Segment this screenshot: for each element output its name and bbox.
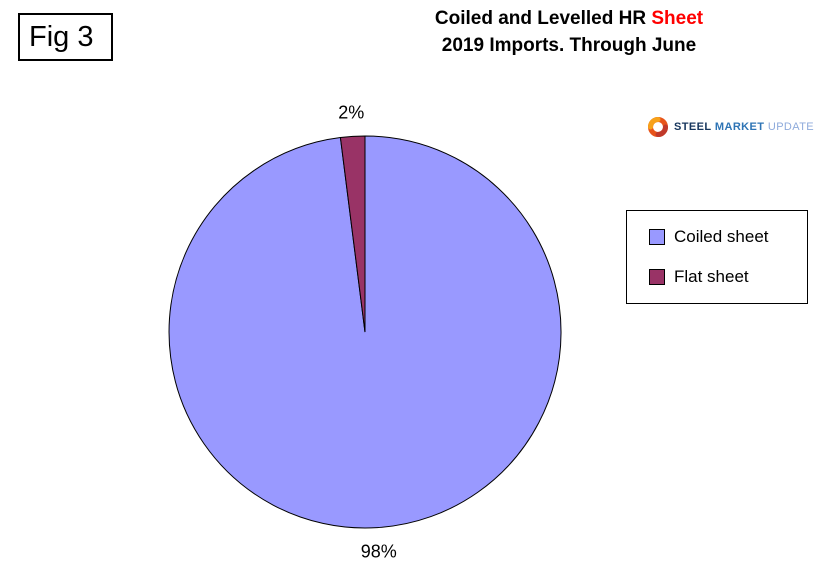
chart-title-line1-black: Coiled and Levelled HR <box>434 8 652 29</box>
pie-slice-flat-sheet <box>339 135 366 333</box>
legend-swatch-flat-sheet <box>649 269 665 285</box>
logo-update: UPDATE <box>767 121 815 133</box>
legend-item-coiled-sheet: Coiled sheet <box>649 227 799 247</box>
logo-text: STEEL MARKET UPDATE <box>674 121 814 133</box>
chart-title: Coiled and Levelled HR Sheet 2019 Import… <box>319 5 817 59</box>
steel-market-update-logo: STEEL MARKET UPDATE <box>646 115 814 139</box>
pie-data-label-coiled-sheet: 98% <box>361 542 397 562</box>
pie-chart: 98% 2% <box>115 88 615 571</box>
legend: Coiled sheet Flat sheet <box>626 210 808 304</box>
figure-label-box: Fig 3 <box>18 13 113 61</box>
chart-title-line2: 2019 Imports. Through June <box>441 35 697 56</box>
logo-market: MARKET <box>714 121 765 133</box>
legend-label-coiled-sheet: Coiled sheet <box>674 227 769 246</box>
smu-swirl-icon <box>648 117 668 137</box>
legend-label-flat-sheet: Flat sheet <box>674 267 749 286</box>
legend-swatch-coiled-sheet <box>649 229 665 245</box>
legend-item-flat-sheet: Flat sheet <box>649 267 799 287</box>
logo-steel: STEEL <box>674 121 712 133</box>
chart-title-line1: Coiled and Levelled HR Sheet <box>319 5 817 32</box>
figure-label: Fig 3 <box>29 20 94 53</box>
pie-data-label-flat-sheet: 2% <box>338 102 364 122</box>
chart-title-line1-red: Sheet <box>651 8 704 29</box>
pie-chart-svg: 98% 2% <box>168 102 562 562</box>
